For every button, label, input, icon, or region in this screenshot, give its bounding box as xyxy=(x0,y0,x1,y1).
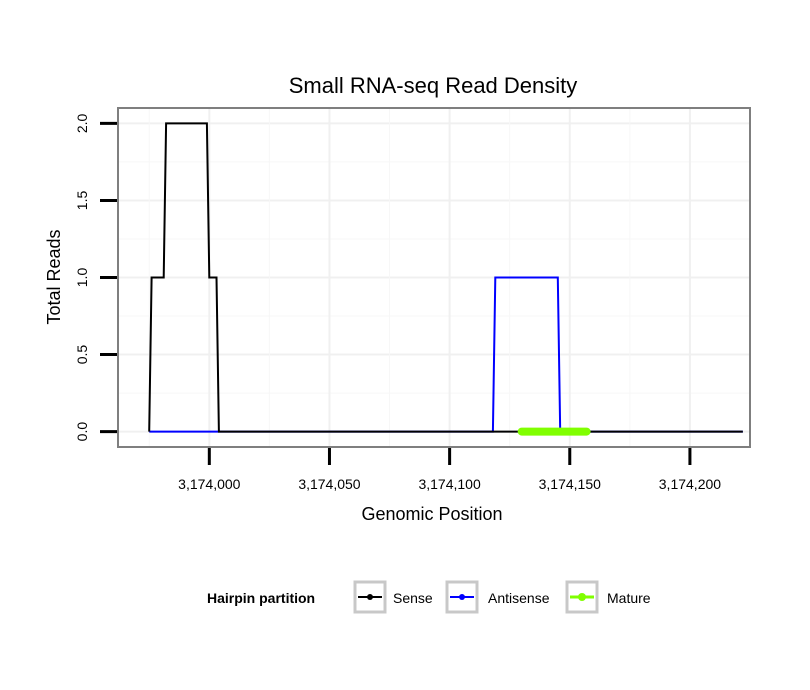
legend-item-sense: Sense xyxy=(353,580,433,614)
x-tick-label: 3,174,200 xyxy=(659,476,721,492)
legend-item-mature: Mature xyxy=(565,580,651,614)
y-tick-label: 1.5 xyxy=(74,191,90,211)
x-tick-label: 3,174,000 xyxy=(178,476,240,492)
x-tick-label: 3,174,050 xyxy=(298,476,360,492)
legend-label: Antisense xyxy=(488,590,550,606)
y-axis: 0.0 0.5 1.0 1.5 2.0 xyxy=(74,113,117,441)
y-axis-title: Total Reads xyxy=(44,229,64,324)
legend-item-antisense: Antisense xyxy=(445,580,550,614)
legend-key-point xyxy=(578,593,586,601)
legend: Hairpin partition Sense Antisense Mature xyxy=(207,580,651,614)
x-tick-label: 3,174,100 xyxy=(418,476,480,492)
plot-border xyxy=(117,107,751,448)
x-axis: 3,174,000 3,174,050 3,174,100 3,174,150 3,17… xyxy=(178,448,721,492)
y-tick-label: 2.0 xyxy=(74,113,90,133)
chart-title: Small RNA-seq Read Density xyxy=(289,73,578,98)
legend-label: Mature xyxy=(607,590,651,606)
x-tick-label: 3,174,150 xyxy=(539,476,601,492)
legend-key-point xyxy=(459,594,465,600)
y-tick-label: 1.0 xyxy=(74,268,90,288)
grid xyxy=(118,108,750,447)
legend-key-point xyxy=(367,594,373,600)
y-tick-label: 0.0 xyxy=(74,422,90,442)
series-line-sense xyxy=(148,122,743,433)
x-axis-title: Genomic Position xyxy=(361,504,502,524)
y-tick-label: 0.5 xyxy=(74,345,90,365)
series-layer xyxy=(148,122,743,436)
legend-label: Sense xyxy=(393,590,433,606)
legend-title: Hairpin partition xyxy=(207,590,315,606)
